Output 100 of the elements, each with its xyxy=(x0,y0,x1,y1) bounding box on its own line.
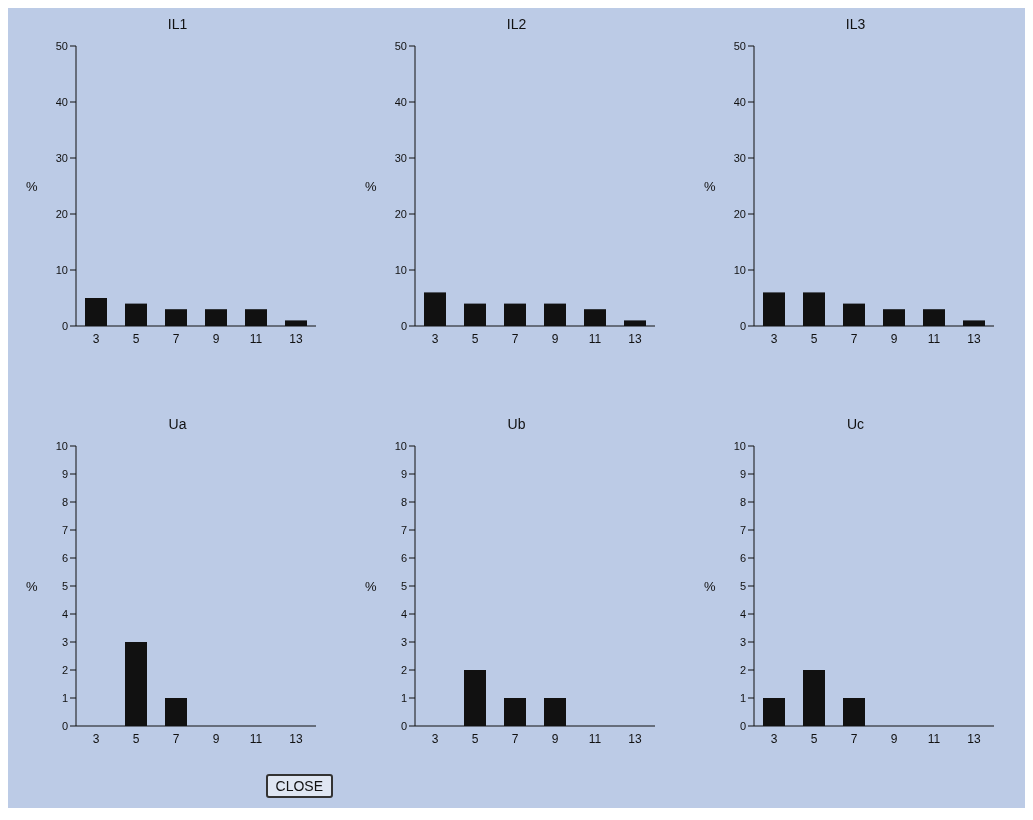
x-tick-label: 11 xyxy=(249,331,263,346)
x-tick-label: 5 xyxy=(471,331,479,346)
x-tick-label: 13 xyxy=(628,731,642,746)
y-tick-label: 2 xyxy=(400,663,407,676)
y-tick-label: 1 xyxy=(400,691,407,704)
chart-title: IL2 xyxy=(505,16,528,32)
y-axis-title: % xyxy=(704,578,716,594)
y-tick-label: 40 xyxy=(55,95,68,108)
y-tick-label: 6 xyxy=(61,551,68,564)
x-tick-label: 3 xyxy=(92,731,100,746)
chart-title: Uc xyxy=(845,416,866,432)
x-tick-label: 13 xyxy=(967,331,981,346)
x-tick-label: 13 xyxy=(289,331,303,346)
y-tick-label: 4 xyxy=(61,607,68,620)
y-axis-title: % xyxy=(26,178,38,194)
x-tick-label: 11 xyxy=(588,331,602,346)
y-tick-label: 30 xyxy=(394,151,407,164)
chart-title: IL1 xyxy=(166,16,189,32)
y-axis-title: % xyxy=(365,178,377,194)
x-tick-label: 7 xyxy=(511,731,519,746)
y-tick-label: 50 xyxy=(55,39,68,52)
y-tick-label: 10 xyxy=(733,263,746,276)
y-axis-title: % xyxy=(26,578,38,594)
y-tick-label: 6 xyxy=(400,551,407,564)
y-tick-label: 4 xyxy=(739,607,746,620)
y-tick-label: 8 xyxy=(400,495,407,508)
y-tick-label: 2 xyxy=(61,663,68,676)
y-tick-label: 5 xyxy=(61,579,68,592)
x-tick-label: 13 xyxy=(289,731,303,746)
y-tick-label: 50 xyxy=(733,39,746,52)
y-tick-label: 0 xyxy=(739,319,746,332)
y-tick-label: 9 xyxy=(400,467,407,480)
x-tick-label: 9 xyxy=(212,331,220,346)
y-tick-label: 10 xyxy=(55,263,68,276)
x-tick-label: 7 xyxy=(172,731,180,746)
y-tick-label: 8 xyxy=(739,495,746,508)
x-tick-label: 9 xyxy=(890,331,898,346)
chart-title: Ub xyxy=(506,416,527,432)
x-tick-label: 5 xyxy=(132,331,140,346)
x-tick-label: 3 xyxy=(431,731,439,746)
y-tick-label: 5 xyxy=(739,579,746,592)
x-tick-label: 7 xyxy=(511,331,519,346)
x-tick-label: 3 xyxy=(770,331,778,346)
x-tick-label: 3 xyxy=(92,331,100,346)
y-tick-label: 8 xyxy=(61,495,68,508)
y-tick-label: 9 xyxy=(61,467,68,480)
text: CLOSE xyxy=(265,774,333,798)
y-axis-title: % xyxy=(365,578,377,594)
y-tick-label: 9 xyxy=(739,467,746,480)
y-tick-label: 40 xyxy=(733,95,746,108)
y-tick-label: 10 xyxy=(394,263,407,276)
y-tick-label: 1 xyxy=(739,691,746,704)
x-tick-label: 3 xyxy=(770,731,778,746)
x-tick-label: 9 xyxy=(551,731,559,746)
x-tick-label: 5 xyxy=(810,331,818,346)
y-tick-label: 0 xyxy=(61,719,68,732)
x-tick-label: 7 xyxy=(850,731,858,746)
x-tick-label: 11 xyxy=(588,731,602,746)
x-tick-label: 5 xyxy=(132,731,140,746)
y-tick-label: 30 xyxy=(55,151,68,164)
x-tick-label: 5 xyxy=(810,731,818,746)
y-tick-label: 20 xyxy=(55,207,68,220)
x-tick-label: 13 xyxy=(628,331,642,346)
y-tick-label: 20 xyxy=(394,207,407,220)
x-tick-label: 7 xyxy=(850,331,858,346)
y-tick-label: 3 xyxy=(739,635,746,648)
y-tick-label: 2 xyxy=(739,663,746,676)
y-tick-label: 3 xyxy=(400,635,407,648)
x-tick-label: 11 xyxy=(927,331,941,346)
x-tick-label: 9 xyxy=(551,331,559,346)
y-tick-label: 7 xyxy=(61,523,68,536)
y-tick-label: 20 xyxy=(733,207,746,220)
x-tick-label: 7 xyxy=(172,331,180,346)
y-axis-title: % xyxy=(704,178,716,194)
y-tick-label: 5 xyxy=(400,579,407,592)
y-tick-label: 40 xyxy=(394,95,407,108)
y-tick-label: 1 xyxy=(61,691,68,704)
y-tick-label: 0 xyxy=(400,319,407,332)
y-tick-label: 10 xyxy=(55,439,68,452)
x-tick-label: 9 xyxy=(212,731,220,746)
y-tick-label: 0 xyxy=(61,319,68,332)
chart-title: Ua xyxy=(167,416,188,432)
y-tick-label: 6 xyxy=(739,551,746,564)
y-tick-label: 10 xyxy=(733,439,746,452)
x-tick-label: 5 xyxy=(471,731,479,746)
y-tick-label: 50 xyxy=(394,39,407,52)
y-tick-label: 30 xyxy=(733,151,746,164)
x-tick-label: 13 xyxy=(967,731,981,746)
x-tick-label: 11 xyxy=(927,731,941,746)
x-tick-label: 11 xyxy=(249,731,263,746)
x-tick-label: 9 xyxy=(890,731,898,746)
y-tick-label: 7 xyxy=(400,523,407,536)
chart-title: IL3 xyxy=(844,16,867,32)
y-tick-label: 10 xyxy=(394,439,407,452)
y-tick-label: 4 xyxy=(400,607,407,620)
y-tick-label: 7 xyxy=(739,523,746,536)
y-tick-label: 0 xyxy=(400,719,407,732)
y-tick-label: 0 xyxy=(739,719,746,732)
x-tick-label: 3 xyxy=(431,331,439,346)
y-tick-label: 3 xyxy=(61,635,68,648)
